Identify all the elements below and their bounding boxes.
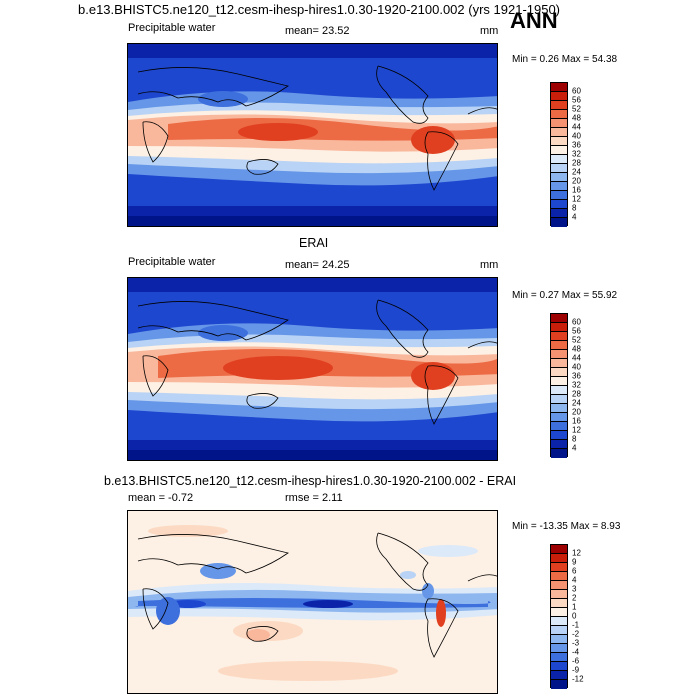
colorbar-label: 36 <box>572 140 581 150</box>
colorbar-label: 32 <box>572 380 581 390</box>
panel2-units: mm <box>480 259 499 271</box>
panel2-map <box>127 277 498 461</box>
colorbar-label: 8 <box>572 434 577 444</box>
colorbar-label: 8 <box>572 203 577 213</box>
colorbar-label: 0 <box>572 611 577 621</box>
colorbar-label: 12 <box>572 194 581 204</box>
panel1-minmax: Min = 0.26 Max = 54.38 <box>512 54 618 65</box>
colorbar-label: -2 <box>572 629 580 639</box>
colorbar-label: 48 <box>572 344 581 354</box>
panel2-minmax: Min = 0.27 Max = 55.92 <box>512 290 618 301</box>
colorbar-label: 40 <box>572 362 581 372</box>
colorbar-label: 56 <box>572 326 581 336</box>
colorbar-label: 20 <box>572 176 581 186</box>
colorbar-label: 60 <box>572 317 581 327</box>
colorbar-label: 40 <box>572 131 581 141</box>
colorbar-label: -4 <box>572 647 580 657</box>
colorbar-label: -9 <box>572 665 580 675</box>
colorbar-label: 6 <box>572 566 577 576</box>
colorbar-label: 52 <box>572 104 581 114</box>
colorbar-label: 60 <box>572 86 581 96</box>
colorbar-label: 4 <box>572 575 577 585</box>
colorbar-label: -12 <box>572 674 584 684</box>
colorbar-label: 56 <box>572 95 581 105</box>
colorbar-label: 24 <box>572 398 581 408</box>
season-label: ANN <box>510 8 558 33</box>
panel2-mean: mean= 24.25 <box>285 259 350 271</box>
colorbar-label: 44 <box>572 353 581 363</box>
panel1-variable: Precipitable water <box>128 22 216 34</box>
colorbar-label: 2 <box>572 593 577 603</box>
panel3-map <box>127 510 498 694</box>
colorbar-label: 28 <box>572 389 581 399</box>
panel3-colorbar <box>550 544 568 689</box>
colorbar-label: 52 <box>572 335 581 345</box>
colorbar-label: 12 <box>572 425 581 435</box>
panel1-colorbar <box>550 82 568 227</box>
panel2-colorbar <box>550 313 568 458</box>
colorbar-label: 24 <box>572 167 581 177</box>
colorbar-label: 48 <box>572 113 581 123</box>
colorbar-label: 4 <box>572 443 577 453</box>
figure-title: b.e13.BHISTC5.ne120_t12.cesm-ihesp-hires… <box>78 2 561 17</box>
colorbar-label: -6 <box>572 656 580 666</box>
colorbar-label: 20 <box>572 407 581 417</box>
colorbar-label: 28 <box>572 158 581 168</box>
colorbar-label: 44 <box>572 122 581 132</box>
colorbar-label: 1 <box>572 602 577 612</box>
colorbar-label: 16 <box>572 185 581 195</box>
panel1-map <box>127 43 498 227</box>
panel3-minmax: Min = -13.35 Max = 8.93 <box>512 521 621 532</box>
panel2-variable: Precipitable water <box>128 256 216 268</box>
colorbar-label: 32 <box>572 149 581 159</box>
panel3-rmse: rmse = 2.11 <box>285 492 343 504</box>
colorbar-label: 4 <box>572 212 577 222</box>
panel3-heading: b.e13.BHISTC5.ne120_t12.cesm-ihesp-hires… <box>104 474 517 488</box>
colorbar-label: 9 <box>572 557 577 567</box>
panel1-units: mm <box>480 25 499 37</box>
colorbar-label: 36 <box>572 371 581 381</box>
colorbar-label: -1 <box>572 620 580 630</box>
panel2-heading: ERAI <box>299 236 329 250</box>
colorbar-label: 16 <box>572 416 581 426</box>
panel3-mean: mean = -0.72 <box>128 492 194 504</box>
panel1-mean: mean= 23.52 <box>285 25 350 37</box>
colorbar-label: 12 <box>572 548 581 558</box>
colorbar-label: -3 <box>572 638 580 648</box>
colorbar-label: 3 <box>572 584 577 594</box>
